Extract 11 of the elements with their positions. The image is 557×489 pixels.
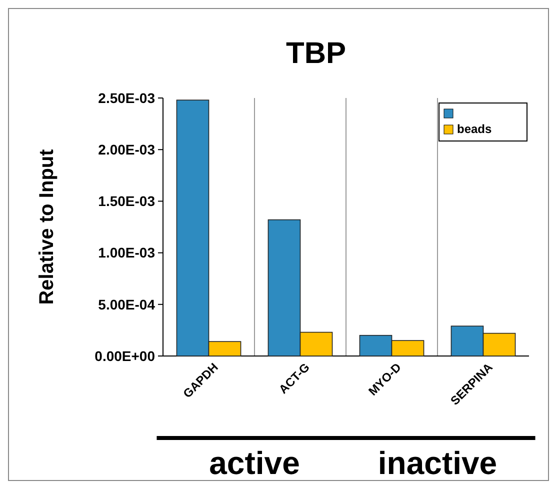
y-tick-label: 2.00E-03 — [98, 142, 156, 158]
y-tick-label: 5.00E-04 — [98, 296, 156, 312]
y-tick-label: 0.00E+00 — [94, 348, 156, 364]
y-tick-label: 1.00E-03 — [98, 244, 156, 261]
y-tick-label: 1.50E-03 — [98, 193, 156, 210]
legend-label: beads — [457, 122, 492, 136]
y-axis-title: Relative to Input — [36, 148, 58, 305]
text: active — [209, 445, 300, 481]
chart-title: TBP — [286, 37, 346, 70]
text: inactive — [378, 445, 498, 481]
y-tick-label: 2.50E-03 — [98, 90, 156, 106]
